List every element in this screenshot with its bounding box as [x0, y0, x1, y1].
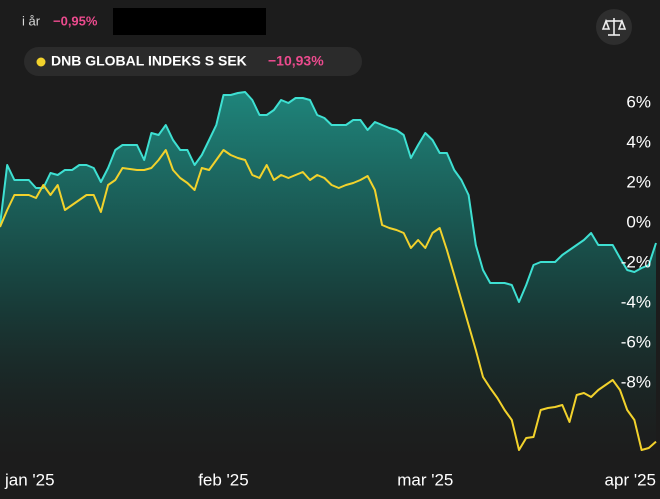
- x-tick-label: mar '25: [397, 470, 453, 489]
- y-tick-label: 0%: [626, 212, 651, 231]
- y-tick-label: 6%: [626, 92, 651, 111]
- y-tick-label: -6%: [621, 332, 651, 351]
- area: [0, 92, 656, 460]
- legend-label: DNB GLOBAL INDEKS S SEK: [51, 53, 247, 69]
- scale-icon: [601, 18, 627, 36]
- period-change: −0,95%: [53, 13, 98, 28]
- y-tick-label: -2%: [621, 252, 651, 271]
- legend-marker: [36, 57, 46, 67]
- y-tick-label: -4%: [621, 292, 651, 311]
- redacted: [113, 8, 266, 35]
- x-tick-label: feb '25: [198, 470, 249, 489]
- legend: [24, 47, 362, 76]
- line: [0, 91, 657, 303]
- y-tick-label: 4%: [626, 132, 651, 151]
- line: [0, 149, 657, 451]
- x-tick-label: apr '25: [605, 470, 656, 489]
- y-tick-label: 2%: [626, 172, 651, 191]
- y-tick-label: -8%: [621, 372, 651, 391]
- x-tick-label: jan '25: [4, 470, 55, 489]
- period-label: i år: [22, 13, 41, 28]
- legend-value: −10,93%: [268, 53, 324, 69]
